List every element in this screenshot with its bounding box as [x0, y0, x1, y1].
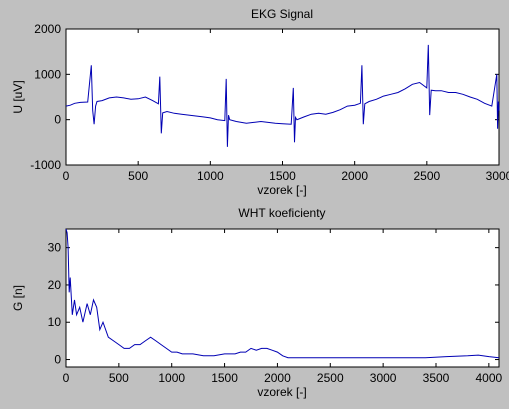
ekg-chart: EKG Signal vzorek [-] U [uV] 0 500 1000 150… — [11, 7, 509, 197]
wht-y-tick-label: 0 — [54, 353, 61, 367]
ekg-y-tick-label: -1000 — [30, 158, 61, 172]
wht-x-tick-label: 2500 — [317, 371, 344, 385]
wht-x-tick-label: 4000 — [476, 371, 503, 385]
wht-x-tick-label: 3500 — [423, 371, 450, 385]
wht-x-tick-label: 3000 — [370, 371, 397, 385]
ekg-x-tick-label: 500 — [128, 169, 148, 183]
wht-y-tick-label: 30 — [48, 241, 62, 255]
wht-y-axis-label: G [n] — [11, 285, 25, 311]
wht-chart: WHT koeficienty vzorek [-] G [n] 0 500 100… — [11, 206, 503, 399]
wht-x-tick-label: 0 — [63, 371, 70, 385]
ekg-x-tick-label: 1000 — [197, 169, 224, 183]
ekg-x-tick-label: 1500 — [269, 169, 296, 183]
ekg-plot-area — [65, 28, 500, 166]
ekg-x-axis-label: vzorek [-] — [257, 183, 306, 197]
ekg-x-tick-label: 2500 — [413, 169, 440, 183]
wht-lines — [65, 228, 500, 359]
wht-series-line — [65, 228, 500, 359]
ekg-y-tick-label: 1000 — [34, 67, 61, 81]
wht-y-tick-label: 10 — [48, 315, 62, 329]
wht-chart-title: WHT koeficienty — [238, 206, 325, 220]
ekg-x-tick-label: 3000 — [486, 169, 509, 183]
wht-x-tick-label: 2000 — [264, 371, 291, 385]
wht-axes: 0 500 1000 1500 2000 2500 3000 3500 4000 0 10 20 30 — [48, 229, 503, 385]
wht-x-tick-label: 500 — [109, 371, 129, 385]
wht-x-tick-label: 1000 — [158, 371, 185, 385]
wht-y-tick-label: 20 — [48, 278, 62, 292]
wht-x-tick-label: 1500 — [211, 371, 238, 385]
ekg-y-tick-label: 2000 — [34, 22, 61, 36]
wht-x-axis-label: vzorek [-] — [257, 385, 306, 399]
ekg-x-tick-label: 0 — [63, 169, 70, 183]
ekg-x-tick-label: 2000 — [341, 169, 368, 183]
ekg-lines — [65, 44, 500, 147]
wht-plot-area — [65, 228, 500, 368]
ekg-series-line — [65, 44, 500, 147]
ekg-chart-title: EKG Signal — [251, 7, 313, 21]
ekg-y-axis-label: U [uV] — [11, 80, 25, 113]
ekg-y-tick-label: 0 — [54, 113, 61, 127]
